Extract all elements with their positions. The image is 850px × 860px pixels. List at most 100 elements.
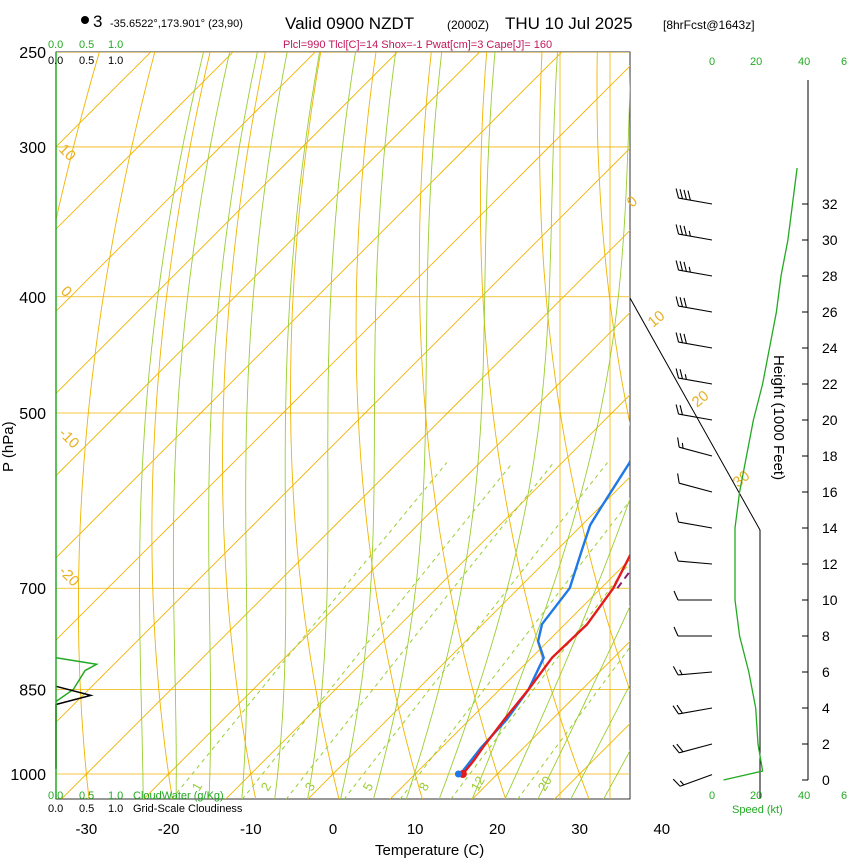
mixing-ratio-line bbox=[450, 561, 630, 799]
wind-barb-staff bbox=[678, 707, 713, 715]
dry-adiabat-line bbox=[480, 52, 590, 799]
wind-barb-half bbox=[679, 780, 685, 786]
wind-barb-staff bbox=[678, 341, 713, 349]
wind-barb-flag bbox=[675, 188, 680, 199]
mixing-ratio-label: 3 bbox=[302, 780, 319, 794]
wind-barb-flag bbox=[679, 333, 683, 343]
wind-barb bbox=[675, 296, 713, 313]
isobar-lines bbox=[56, 52, 630, 799]
mixing-ratio-label: 2 bbox=[258, 780, 275, 794]
wind-barb-flag bbox=[675, 296, 680, 307]
isotherm-line bbox=[56, 52, 316, 312]
adiabat-label: 0 bbox=[624, 193, 641, 211]
cloudwater-tick: 0.5 bbox=[79, 39, 94, 51]
wind-speed-line bbox=[723, 167, 798, 781]
wind-barb-flag bbox=[679, 189, 683, 199]
height-tick-label: 20 bbox=[822, 412, 838, 428]
wind-speed-profile bbox=[723, 167, 798, 781]
moist-adiabat-line bbox=[603, 749, 630, 799]
dry-adiabat-line bbox=[539, 52, 630, 692]
isotherm-line bbox=[142, 311, 630, 799]
wind-barb bbox=[674, 551, 713, 565]
height-tick-label: 2 bbox=[822, 736, 830, 752]
cloudiness-tick: 1.0 bbox=[108, 803, 123, 815]
wind-barb-flag bbox=[679, 405, 683, 415]
moist-adiabat-line bbox=[172, 52, 231, 799]
cloudiness-tick: 0.5 bbox=[79, 803, 94, 815]
wind-barb-flag bbox=[679, 225, 683, 235]
header: 3 -35.6522°,173.901° (23,90) Valid 0900 … bbox=[81, 12, 755, 51]
sounding-profiles bbox=[454, 458, 630, 778]
pressure-tick-label: 500 bbox=[19, 406, 46, 423]
dry-adiabat-line bbox=[77, 52, 156, 799]
mixing-ratio-line bbox=[399, 499, 630, 799]
wind-barb bbox=[672, 666, 713, 676]
wind-barb-staff bbox=[679, 743, 713, 754]
speed-bottom-ticks: 0 20 40 6 Speed (kt) bbox=[709, 790, 847, 816]
wind-barb-flag bbox=[679, 369, 683, 379]
moist-adiabat-line bbox=[307, 52, 356, 799]
height-tick-label: 8 bbox=[822, 628, 830, 644]
isotherm-line bbox=[225, 394, 630, 799]
moist-adiabat-line bbox=[372, 52, 443, 799]
isotherm-line bbox=[56, 52, 563, 559]
cloudwater-top-ticks: 0.0 0.5 1.0 0.0 0.5 1.0 bbox=[48, 39, 123, 67]
mixing-ratio-line bbox=[285, 462, 554, 799]
x-tick-label: 10 bbox=[407, 821, 424, 838]
speed-tick: 20 bbox=[750, 56, 762, 68]
x-tick-label: 30 bbox=[571, 821, 588, 838]
wind-barb-staff bbox=[678, 233, 713, 241]
adiabat-label: 10 bbox=[645, 307, 669, 331]
wind-barb-flag bbox=[674, 551, 679, 562]
cloudwater-line bbox=[55, 657, 99, 703]
wind-barb-staff bbox=[678, 521, 713, 529]
isotherm-line bbox=[56, 65, 630, 641]
station-number: 3 bbox=[93, 12, 102, 31]
wind-barb bbox=[677, 473, 713, 493]
wind-barb bbox=[672, 704, 713, 715]
speed-tick: 0 bbox=[709, 56, 715, 68]
wind-barb-flag bbox=[676, 743, 684, 753]
wind-panel-frame bbox=[629, 297, 761, 799]
cloudwater-tick: 1.0 bbox=[108, 39, 123, 51]
isotherm-line bbox=[56, 52, 399, 395]
wind-barb-staff bbox=[679, 774, 713, 787]
height-tick-label: 32 bbox=[822, 196, 838, 212]
wind-barb-flag bbox=[675, 332, 680, 343]
wind-barb bbox=[673, 590, 712, 601]
height-tick-label: 12 bbox=[822, 556, 838, 572]
stability-indices: Plcl=990 Tlcl[C]=14 Shox=-1 Pwat[cm]=3 C… bbox=[283, 39, 552, 51]
pressure-axis-ticks: 250 300 400 500 700 850 1000 bbox=[10, 45, 46, 784]
speed-top-ticks: 0 20 40 6 bbox=[709, 56, 847, 68]
height-tick-label: 6 bbox=[822, 664, 830, 680]
speed-tick: 40 bbox=[798, 790, 810, 802]
cloudwater-tick: 0.0 bbox=[48, 790, 63, 802]
pressure-tick-label: 1000 bbox=[10, 767, 46, 784]
wind-barbs bbox=[672, 188, 713, 787]
moist-adiabat-line bbox=[537, 605, 630, 799]
moist-adiabat-line bbox=[340, 52, 397, 799]
dewpoint-profile-line bbox=[459, 458, 630, 775]
mixing-ratio-label: 8 bbox=[416, 780, 433, 794]
dry-adiabat-line bbox=[418, 52, 507, 799]
moist-adiabat-lines bbox=[139, 52, 630, 799]
dry-adiabat-lines bbox=[56, 52, 630, 799]
pressure-tick-label: 700 bbox=[19, 581, 46, 598]
wind-barb bbox=[675, 224, 713, 241]
pressure-tick-label: 300 bbox=[19, 140, 46, 157]
wind-barb bbox=[672, 743, 713, 754]
wind-barb bbox=[675, 260, 713, 277]
wind-barb bbox=[675, 188, 713, 205]
cloudiness-tick: 1.0 bbox=[108, 55, 123, 67]
wind-barb-flag bbox=[673, 590, 679, 601]
wind-barb-half bbox=[684, 374, 687, 380]
wind-barb-flag bbox=[675, 260, 680, 271]
moist-adiabat-line bbox=[241, 52, 288, 799]
wind-barb-flag bbox=[683, 189, 687, 200]
height-tick-label: 16 bbox=[822, 484, 838, 500]
mixing-ratio-line bbox=[517, 646, 630, 799]
wind-barb-staff bbox=[678, 269, 713, 277]
dry-adiabat-line bbox=[222, 52, 266, 799]
adiabat-label: 20 bbox=[689, 387, 713, 411]
wind-barb bbox=[675, 404, 713, 421]
